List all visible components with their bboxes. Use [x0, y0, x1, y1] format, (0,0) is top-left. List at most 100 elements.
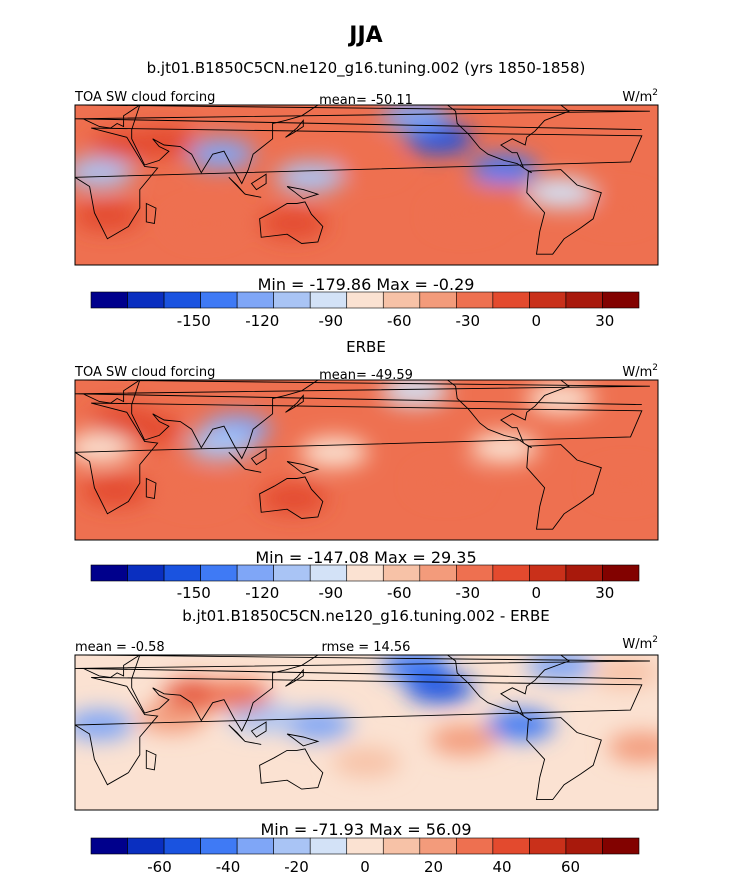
panel-title: b.jt01.B1850C5CN.ne120_g16.tuning.002 - … [182, 607, 550, 626]
field-anomaly [607, 732, 658, 763]
colorbar-swatch [90, 564, 128, 582]
colorbar-swatch [382, 564, 421, 582]
units-label: W/m2 [622, 363, 658, 380]
colorbar-swatch [602, 291, 640, 309]
panel-title: ERBE [346, 338, 386, 356]
coastline [131, 380, 319, 460]
map-field [74, 104, 659, 266]
field-anomaly [486, 710, 555, 740]
field-anomaly [526, 177, 595, 208]
colorbar-tick-label: -150 [177, 584, 211, 602]
field-anomaly [75, 710, 134, 740]
panel-left-label: TOA SW cloud forcing [74, 365, 215, 380]
minmax-label: Min = -71.93 Max = 56.09 [260, 820, 471, 839]
field-anomaly [300, 437, 369, 468]
field-anomaly [130, 126, 199, 157]
minmax-label: Min = -179.86 Max = -0.29 [258, 275, 475, 294]
panel-title: b.jt01.B1850C5CN.ne120_g16.tuning.002 (y… [147, 59, 586, 78]
coastline [75, 105, 650, 131]
colorbar-swatch [382, 291, 421, 309]
colorbar-swatch [236, 564, 274, 582]
colorbar-swatch [90, 837, 128, 855]
colorbar-swatch [419, 837, 457, 855]
field-anomaly [259, 208, 328, 239]
panel-left-label: mean = -0.58 [75, 640, 165, 655]
units-label: W/m2 [622, 88, 658, 105]
map-frame [74, 654, 659, 811]
coastline [259, 748, 324, 790]
colorbar-swatch [456, 564, 494, 582]
coastline [145, 202, 157, 225]
coastline [228, 451, 246, 470]
field-anomaly [202, 680, 271, 711]
coastline [250, 448, 267, 466]
colorbar-tick-label: 20 [424, 858, 443, 876]
colorbar-swatch [273, 564, 311, 582]
panel-center-label: mean= -50.11 [319, 93, 413, 108]
map-frame [74, 379, 659, 541]
colorbar-tick-label: -120 [245, 584, 279, 602]
colorbar-swatch [236, 291, 274, 309]
coastline [286, 186, 320, 200]
coastline [526, 444, 602, 530]
field-anomaly [162, 475, 231, 506]
colorbar-swatch [163, 291, 201, 309]
field-anomaly [283, 710, 352, 740]
colorbar-swatch [346, 837, 384, 855]
colorbar-tick-label: 30 [595, 584, 614, 602]
field-anomaly [138, 702, 207, 733]
colorbar-swatch [309, 291, 348, 309]
colorbar-tick-label: -30 [456, 312, 481, 330]
colorbar-tick-label: 30 [595, 312, 614, 330]
field-anomaly [381, 105, 450, 131]
colorbar-swatch [529, 837, 567, 855]
colorbar-swatch [492, 837, 530, 855]
field-anomaly [75, 157, 134, 188]
field-anomaly [75, 200, 142, 231]
map-field [74, 654, 659, 811]
coastline [286, 733, 320, 747]
coastlines [75, 655, 650, 801]
colorbar-swatch [163, 564, 201, 582]
panel-center-label: mean= -49.59 [319, 368, 413, 383]
panel-diff: b.jt01.B1850C5CN.ne120_g16.tuning.002 - … [74, 607, 659, 876]
field-anomaly [526, 383, 595, 414]
field-anomaly [526, 655, 595, 681]
colorbar-tick-label: -30 [456, 584, 481, 602]
colorbar-swatch [309, 564, 348, 582]
colorbar-tick-label: -90 [319, 584, 344, 602]
field-anomaly [381, 380, 450, 406]
coastline [244, 468, 262, 473]
field-anomaly [259, 483, 328, 514]
colorbar-swatch [200, 837, 238, 855]
colorbar-tick-label: -60 [387, 312, 412, 330]
coastline [526, 169, 602, 255]
panel-center-label: rmse = 14.56 [322, 640, 411, 655]
colorbar: -60 -40 -20 0 20 40 60 [90, 837, 640, 876]
colorbar-tick-label: 60 [561, 858, 580, 876]
colorbar-swatch [602, 564, 640, 582]
coastline [75, 127, 643, 240]
coastline [259, 476, 324, 519]
colorbar-swatch [456, 837, 494, 855]
colorbar-swatch [419, 564, 457, 582]
colorbar-swatch [456, 291, 494, 309]
field-anomaly [81, 475, 150, 506]
colorbar-swatch [90, 291, 128, 309]
coastline [526, 717, 602, 801]
colorbar: -150 -120 -90 -60 -30 0 30 [90, 564, 640, 602]
coastline [446, 105, 570, 174]
colorbar-swatch [565, 564, 603, 582]
colorbar-tick-label: 0 [360, 858, 370, 876]
map-frame [74, 104, 659, 266]
field-anomaly [332, 747, 401, 778]
colorbar-swatch [346, 291, 384, 309]
minmax-label: Min = -147.08 Max = 29.35 [255, 548, 476, 567]
panel-left-label: TOA SW cloud forcing [74, 90, 215, 105]
colorbar-tick-label: -60 [387, 584, 412, 602]
colorbar-swatch [200, 291, 238, 309]
coastline [446, 380, 570, 449]
coastline [145, 477, 157, 500]
coastline [228, 724, 246, 742]
